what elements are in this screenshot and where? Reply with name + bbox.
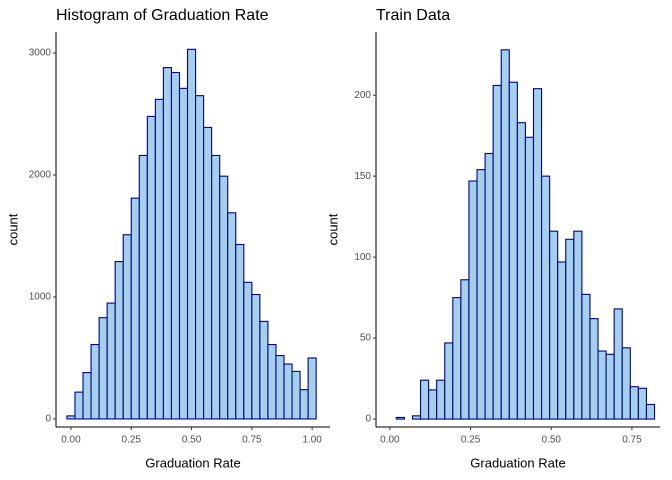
chart-title: Train Data [376, 7, 450, 24]
bar [500, 49, 510, 420]
bar [629, 386, 639, 420]
bar [573, 230, 583, 420]
y-tick-label: 100 [354, 252, 371, 263]
bar [541, 175, 551, 420]
bar [195, 95, 205, 420]
bar [581, 293, 591, 420]
y-tick-label: 0 [365, 414, 371, 425]
bar [524, 136, 535, 420]
bar [395, 416, 405, 420]
bar [90, 343, 100, 420]
bar [178, 87, 189, 420]
bar [565, 238, 575, 420]
bar [307, 357, 317, 420]
bar [203, 126, 213, 420]
bar [299, 389, 309, 420]
bar [186, 48, 197, 420]
x-tick-label: 0.25 [461, 435, 481, 446]
bar [621, 347, 631, 420]
y-tick-label: 3000 [29, 48, 52, 59]
x-tick-label: 0.00 [380, 435, 400, 446]
bar [549, 230, 559, 420]
bar [146, 115, 156, 420]
x-tick-label: 0.00 [61, 435, 81, 446]
bar [476, 169, 486, 420]
bar [589, 318, 599, 420]
x-tick-label: 0.50 [542, 435, 562, 446]
bar [291, 370, 301, 420]
x-tick-label: 0.75 [622, 435, 642, 446]
y-tick-label: 1000 [29, 292, 52, 303]
bar [98, 317, 108, 420]
bar [138, 154, 148, 420]
bar [243, 281, 253, 420]
chart-title: Histogram of Graduation Rate [56, 7, 269, 24]
bar [419, 379, 430, 420]
bar [605, 353, 615, 420]
bar [74, 391, 84, 420]
y-tick-label: 0 [45, 414, 51, 425]
bar [154, 98, 164, 420]
bar [484, 152, 494, 420]
x-axis-title: Graduation Rate [470, 455, 565, 470]
bar [259, 320, 269, 420]
x-tick-label: 0.75 [242, 435, 262, 446]
bar [508, 81, 518, 420]
bar [170, 71, 181, 420]
x-axis-title: Graduation Rate [145, 455, 240, 470]
bar [82, 372, 92, 420]
bar [613, 308, 623, 420]
x-tick-label: 0.25 [122, 435, 142, 446]
bar [645, 403, 656, 420]
bar [227, 212, 237, 420]
bar [452, 297, 462, 420]
bar [267, 343, 277, 420]
bar [211, 154, 221, 420]
bar [122, 234, 132, 420]
bar [460, 279, 470, 420]
bar [428, 389, 438, 420]
y-tick-label: 150 [354, 171, 371, 182]
bar [275, 354, 285, 420]
bar [436, 379, 446, 420]
bar [637, 387, 647, 420]
bar [557, 261, 567, 420]
bar [283, 363, 293, 420]
bar [114, 261, 124, 420]
bar [516, 122, 526, 420]
bar [444, 342, 454, 420]
bar [162, 67, 173, 420]
bar [106, 302, 116, 420]
bar [411, 415, 422, 420]
y-axis-title: count [325, 213, 340, 245]
y-tick-label: 50 [360, 333, 372, 344]
bar [492, 84, 502, 420]
bar [235, 243, 245, 420]
bar [468, 180, 478, 420]
y-tick-label: 200 [354, 90, 371, 101]
bar [532, 88, 543, 420]
y-tick-label: 2000 [29, 170, 52, 181]
bar [130, 197, 140, 420]
x-tick-label: 1.00 [302, 435, 322, 446]
bar [66, 415, 76, 420]
bar [219, 175, 229, 420]
bar [597, 350, 607, 420]
bar [251, 293, 261, 420]
x-tick-label: 0.50 [182, 435, 202, 446]
y-axis-title: count [5, 213, 20, 245]
